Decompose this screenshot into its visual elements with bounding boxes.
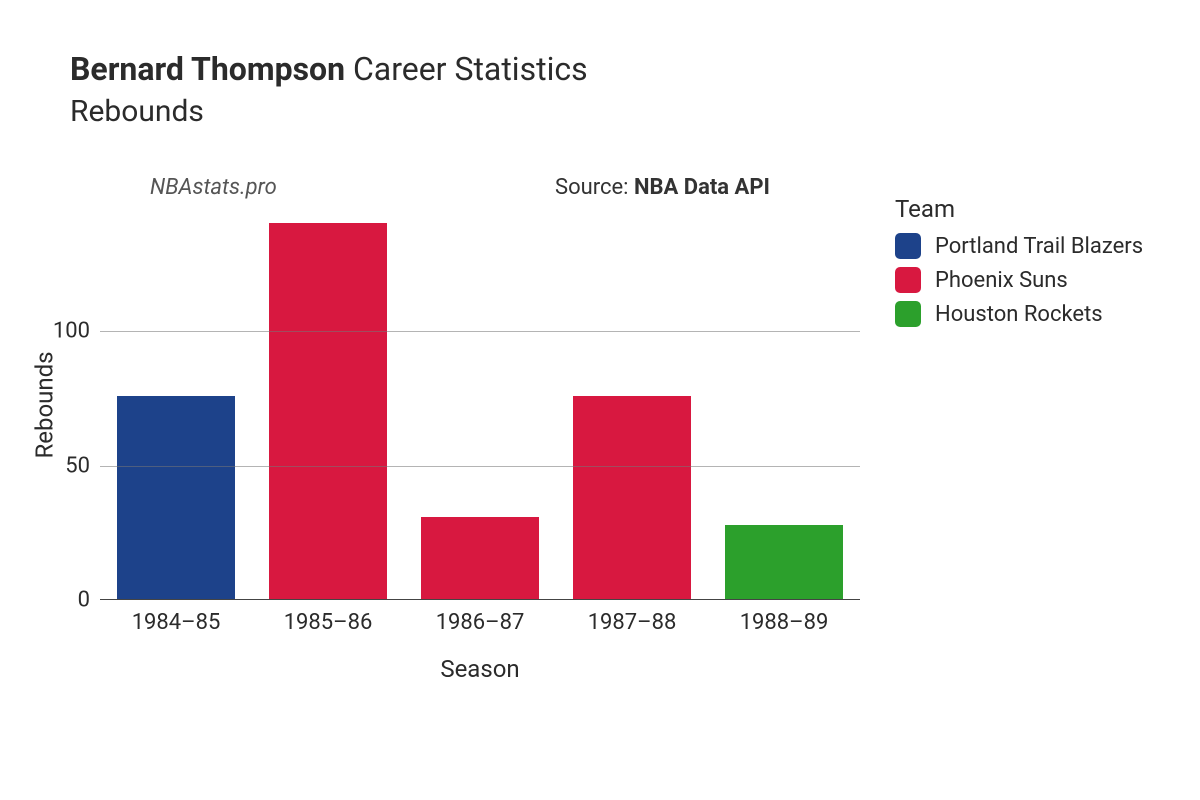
source-name: NBA Data API (634, 175, 770, 200)
plot-area (100, 210, 860, 600)
legend-item: Portland Trail Blazers (895, 233, 1143, 259)
x-tick-label: 1985–86 (284, 610, 373, 635)
bars-layer (100, 210, 860, 600)
x-axis-label: Season (100, 655, 860, 683)
x-tick-label: 1987–88 (588, 610, 677, 635)
y-tick-label: 0 (78, 588, 90, 613)
title-block: Bernard Thompson Career Statistics Rebou… (70, 50, 588, 129)
player-name: Bernard Thompson (70, 50, 345, 88)
legend-label: Phoenix Suns (935, 268, 1068, 293)
y-tick-label: 50 (65, 453, 90, 478)
legend-item: Houston Rockets (895, 301, 1143, 327)
legend-title: Team (895, 195, 1143, 223)
chart-subtitle: Rebounds (70, 94, 588, 129)
legend-label: Portland Trail Blazers (935, 234, 1143, 259)
legend-swatch (895, 301, 921, 327)
legend-swatch (895, 267, 921, 293)
x-tick-label: 1986–87 (436, 610, 525, 635)
x-tick-label: 1984–85 (132, 610, 221, 635)
chart-container: Bernard Thompson Career Statistics Rebou… (0, 0, 1200, 800)
legend-item: Phoenix Suns (895, 267, 1143, 293)
x-tick-label: 1988–89 (740, 610, 829, 635)
watermark-text: NBAstats.pro (150, 175, 277, 200)
x-axis-baseline (100, 599, 860, 600)
bar (573, 396, 692, 600)
bar (269, 223, 388, 600)
source-prefix: Source: (555, 175, 634, 200)
legend-items: Portland Trail Blazers Phoenix Suns Housto… (895, 233, 1143, 327)
y-tick-label: 100 (53, 319, 90, 344)
bar (421, 517, 540, 600)
source-attribution: Source: NBA Data API (555, 175, 770, 200)
chart-title: Bernard Thompson Career Statistics (70, 50, 588, 88)
gridline (100, 466, 860, 467)
legend: Team Portland Trail Blazers Phoenix Suns H… (895, 195, 1143, 335)
legend-swatch (895, 233, 921, 259)
legend-label: Houston Rockets (935, 302, 1103, 327)
y-axis-label: Rebounds (30, 210, 60, 600)
bar (725, 525, 844, 600)
bar (117, 396, 236, 600)
title-suffix: Career Statistics (353, 50, 588, 88)
gridline (100, 331, 860, 332)
